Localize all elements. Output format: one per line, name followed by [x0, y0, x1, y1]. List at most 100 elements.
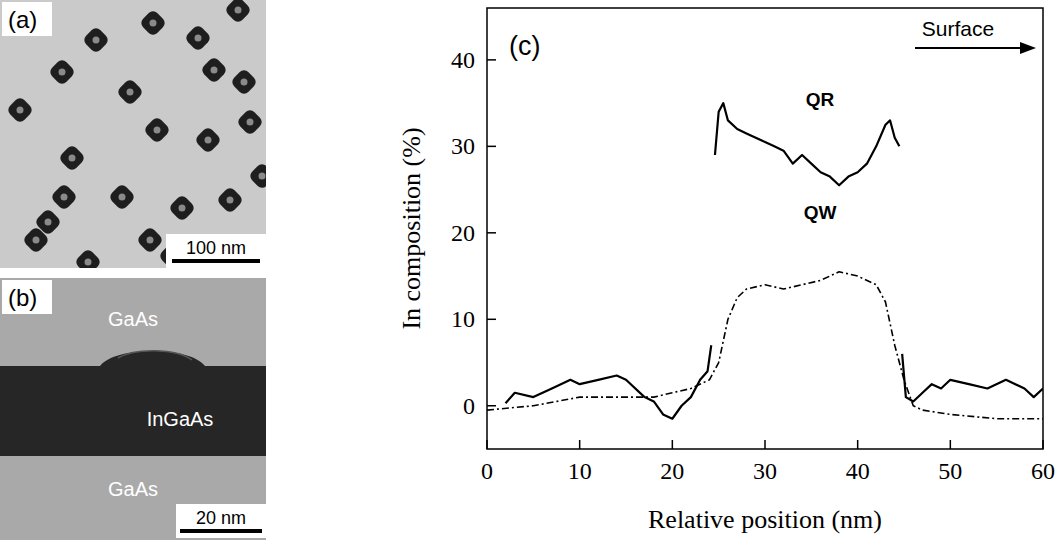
quantum-ring: [58, 144, 86, 172]
ring-center: [45, 219, 52, 226]
x-tick: [764, 440, 766, 449]
y-tick: [487, 405, 496, 407]
dots: [6, 0, 266, 268]
x-tick-label: 40: [846, 458, 870, 484]
x-tick-label: 60: [1031, 458, 1055, 484]
scale-bar: [180, 529, 262, 533]
scale-label: 100 nm: [186, 238, 246, 258]
ring-outline: [118, 351, 192, 360]
quantum-ring: [224, 0, 252, 24]
quantum-ring: [74, 248, 102, 268]
letter-box: [2, 2, 52, 36]
quantum-ring: [143, 116, 171, 144]
layer-label: GaAs: [108, 478, 158, 500]
y-tick-label: 10: [451, 306, 475, 332]
panel-a: (a) 100 nm: [0, 0, 276, 276]
quantum-ring: [194, 126, 222, 154]
ring-center: [150, 20, 157, 27]
x-tick: [579, 440, 581, 449]
arrow-head: [1020, 42, 1036, 54]
micrograph-a: [0, 0, 266, 268]
x-tick-label: 50: [938, 458, 962, 484]
y-tick-label: 40: [451, 47, 475, 73]
lines: [487, 103, 1043, 419]
y-axis-title: In composition (%): [397, 127, 426, 329]
x-tick: [950, 440, 952, 449]
ring-center: [119, 194, 126, 201]
scale-box: [166, 234, 266, 268]
quantum-ring: [139, 9, 167, 37]
ring-center: [69, 155, 76, 162]
ring-center: [127, 89, 134, 96]
series-line: [506, 103, 1043, 419]
micrograph-shade: [0, 0, 266, 268]
y-tick-label: 0: [463, 393, 475, 419]
scale-label: 20 nm: [196, 508, 246, 528]
x-tick-label: 10: [568, 458, 592, 484]
ring-center: [179, 205, 186, 212]
quantum-ring: [108, 183, 136, 211]
ring-center: [93, 37, 100, 44]
quantum-ring: [248, 162, 266, 190]
ring-center: [205, 137, 212, 144]
panel-c: 0 10 20 30 40 50 60 0 10 20 30 40 Relative position …: [397, 8, 1055, 534]
x-tick-label: 30: [753, 458, 777, 484]
y-tick: [487, 319, 496, 321]
ingaas-layer: [0, 351, 266, 456]
plot-frame: [487, 8, 1043, 449]
micrograph-b: [0, 278, 266, 540]
x-axis-title: Relative position (nm): [648, 505, 882, 534]
quantum-ring: [50, 183, 78, 211]
ring-center: [227, 197, 234, 204]
panel-letter: (b): [8, 284, 37, 311]
ring-center: [59, 69, 66, 76]
y-tick-label: 20: [451, 220, 475, 246]
y-tick: [487, 59, 496, 61]
ring-center: [195, 35, 202, 42]
annotation: Surface: [922, 17, 994, 40]
quantum-ring: [82, 26, 110, 54]
quantum-ring: [116, 78, 144, 106]
surface-arrow: [915, 47, 1024, 49]
x-tick: [672, 440, 674, 449]
figure: (a) 100 nm (b) GaAs InGaAs GaAs 20 nm 0 10 20 30 40…: [0, 0, 1061, 540]
x-tick-label: 20: [660, 458, 684, 484]
y-tick: [487, 146, 496, 148]
panel-b: (b) GaAs InGaAs GaAs 20 nm: [0, 278, 266, 540]
quantum-ring: [34, 208, 62, 236]
ring-center: [61, 194, 68, 201]
panel-letter: (c): [509, 31, 540, 61]
ring-center: [147, 237, 154, 244]
quantum-ring: [230, 68, 258, 96]
ring-center: [259, 173, 266, 180]
ring-center: [241, 79, 248, 86]
quantum-ring: [136, 226, 164, 254]
series-line: [487, 272, 1043, 419]
ring-center: [17, 107, 24, 114]
panel-letter: (a): [8, 6, 37, 33]
quantum-ring: [200, 56, 228, 84]
ring-center: [235, 7, 242, 14]
series-label: QW: [804, 202, 837, 223]
ring-center: [154, 127, 161, 134]
y-tick-label: 30: [451, 133, 475, 159]
y-tick: [487, 232, 496, 234]
layer-label: GaAs: [108, 308, 158, 330]
letter-box: [501, 24, 571, 64]
ring-center: [211, 67, 218, 74]
quantum-ring: [216, 186, 244, 214]
ring-center: [247, 119, 254, 126]
quantum-ring: [236, 108, 264, 136]
x-tick-label: 0: [481, 458, 493, 484]
series-label: QR: [806, 89, 835, 110]
scale-bar: [172, 259, 260, 263]
letter-box: [2, 280, 52, 314]
quantum-ring: [48, 58, 76, 86]
scale-box: [176, 504, 266, 538]
quantum-ring: [6, 96, 34, 124]
layer-label: InGaAs: [147, 408, 214, 430]
ring-center: [33, 237, 40, 244]
x-tick: [857, 440, 859, 449]
quantum-ring: [168, 194, 196, 222]
ring-center: [85, 259, 92, 266]
